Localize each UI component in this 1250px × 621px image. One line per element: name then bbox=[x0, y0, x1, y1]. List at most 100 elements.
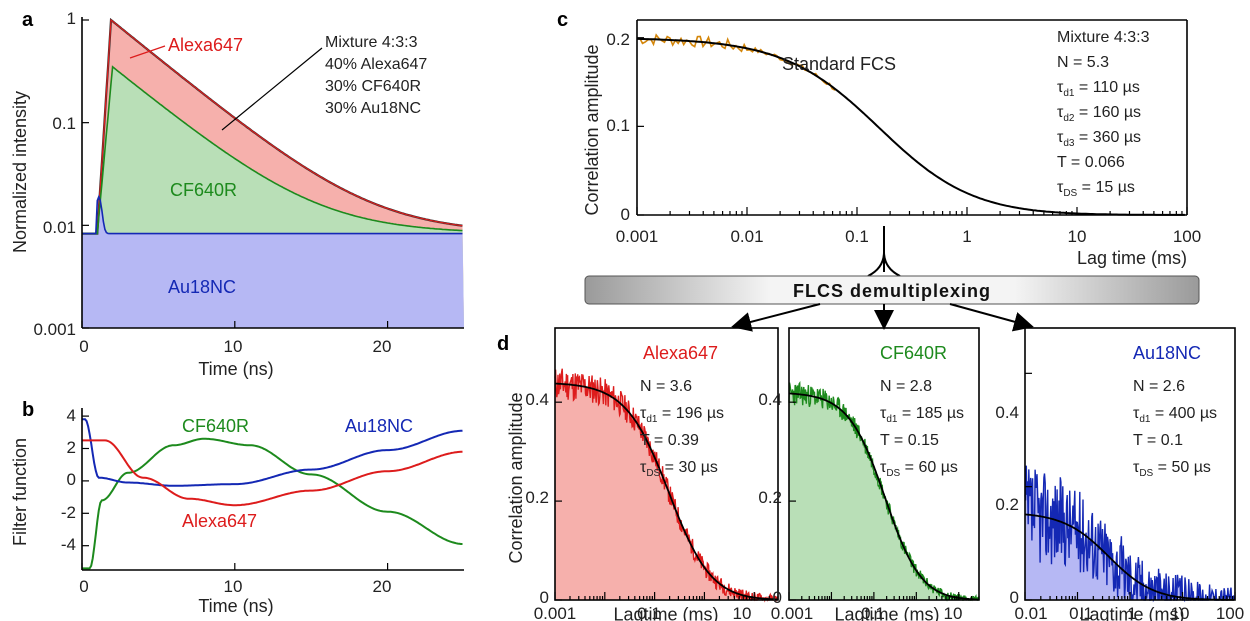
d-alexa647-xlabel: Lagtime (ms) bbox=[613, 605, 718, 621]
d-alexa647-title: Alexa647 bbox=[643, 343, 718, 363]
d-cf640r-param-taud1: τd1 = 185 µs bbox=[880, 405, 964, 425]
d-alexa647-ytick-0.4: 0.4 bbox=[525, 390, 549, 409]
d-au18nc-xtick-100: 100 bbox=[1216, 604, 1244, 621]
d-au18nc-title: Au18NC bbox=[1133, 343, 1201, 363]
panel-c: c 0.2 0.1 0 0.001 0.01 0.1 1 10 100 Lag … bbox=[557, 9, 1201, 268]
d-area-au18nc bbox=[1025, 465, 1235, 600]
d-alexa647-xtick-0.1: 0.1 bbox=[637, 604, 661, 621]
d-fit-line-alexa647 bbox=[554, 382, 778, 601]
d-cf640r-frame bbox=[788, 327, 980, 601]
panel-c-xtick-100: 100 bbox=[1173, 227, 1201, 246]
d-alexa647-data bbox=[554, 368, 779, 603]
panel-a-legend-line3: 30% CF640R bbox=[325, 78, 421, 95]
d-au18nc-ytick-0.2: 0.2 bbox=[995, 495, 1019, 514]
d-cf640r-ytick-0: 0 bbox=[773, 588, 782, 607]
alexa647-line bbox=[82, 18, 463, 235]
d-cf640r-xtick-10: 10 bbox=[944, 604, 963, 621]
panel-c-ticks bbox=[636, 37, 1188, 216]
d-cf640r-xtick-0.001: 0.001 bbox=[771, 604, 814, 621]
panel-a-ytick-0.001: 0.001 bbox=[33, 320, 76, 339]
panel-c-xtick-1: 1 bbox=[962, 227, 971, 246]
panel-c-param-tauds: τDS = 15 µs bbox=[1057, 179, 1135, 199]
panel-c-title: Standard FCS bbox=[782, 54, 896, 74]
d-au18nc-xtick-1: 1 bbox=[1127, 604, 1136, 621]
panel-b-ytick-0: 0 bbox=[67, 470, 76, 489]
d-au18nc-xtick-0.1: 0.1 bbox=[1069, 604, 1093, 621]
d-cf640r-data bbox=[788, 381, 980, 602]
panel-a-ytick-0.01: 0.01 bbox=[43, 218, 76, 237]
panel-b-letter: b bbox=[22, 399, 34, 421]
d-au18nc-ytick-0: 0 bbox=[1010, 588, 1019, 607]
d-cf640r-title: CF640R bbox=[880, 343, 947, 363]
panel-b-ytick-4: 4 bbox=[67, 406, 76, 425]
panel-b: b 4 2 0 -2 -4 0 10 20 Time (ns) Filter f… bbox=[10, 399, 464, 616]
d-fit-line-au18nc bbox=[1024, 513, 1234, 601]
panel-a-mixture-pointer bbox=[221, 47, 323, 131]
panel-a-legend-line4: 30% Au18NC bbox=[325, 100, 421, 117]
panel-b-ytick-m2: -2 bbox=[61, 503, 76, 522]
panel-b-label-alexa647: Alexa647 bbox=[182, 511, 257, 531]
panel-d: d Correlation amplitude 0.4 0.2 0 0.001 … bbox=[497, 327, 1244, 621]
fcs-fit-line bbox=[637, 37, 1185, 216]
d-cf640r-ticks bbox=[788, 401, 980, 601]
panel-a-areas bbox=[82, 20, 464, 329]
panel-a-label-cf640r: CF640R bbox=[170, 180, 237, 200]
d-cf640r-param-t: T = 0.15 bbox=[880, 432, 939, 449]
panel-a-label-au18nc: Au18NC bbox=[168, 277, 236, 297]
d-au18nc-param-tauds: τDS = 50 µs bbox=[1133, 459, 1211, 479]
d-cf640r-ytick-0.4: 0.4 bbox=[758, 390, 782, 409]
d-alexa647-param-n: N = 3.6 bbox=[640, 378, 692, 395]
panel-a-legend-line1: Mixture 4:3:3 bbox=[325, 34, 418, 51]
d-alexa647-param-t: T = 0.39 bbox=[640, 432, 699, 449]
panel-b-ticks bbox=[81, 415, 389, 570]
panel-b-ytick-m4: -4 bbox=[61, 535, 76, 554]
cf640r-line bbox=[82, 65, 463, 235]
demultiplexing-banner: FLCS demultiplexing bbox=[584, 226, 1200, 332]
panel-c-ytick-0: 0 bbox=[621, 205, 630, 224]
arrow-to-au18nc bbox=[949, 303, 1034, 332]
banner-label: FLCS demultiplexing bbox=[793, 281, 991, 301]
panel-a-ytick-1: 1 bbox=[67, 9, 76, 28]
panel-d-ylabel: Correlation amplitude bbox=[506, 392, 526, 563]
d-alexa647-xtick-10: 10 bbox=[733, 604, 752, 621]
panel-a-letter: a bbox=[22, 9, 34, 31]
panel-b-xtick-10: 10 bbox=[224, 577, 243, 596]
panel-c-xtick-10: 10 bbox=[1068, 227, 1087, 246]
panel-c-param-taud1: τd1 = 110 µs bbox=[1057, 79, 1140, 99]
banner-box bbox=[584, 275, 1200, 305]
d-au18nc-xtick-10: 10 bbox=[1171, 604, 1190, 621]
panel-c-data bbox=[636, 33, 1185, 216]
panel-a-ytick-0.1: 0.1 bbox=[52, 114, 76, 133]
panel-b-lines bbox=[82, 418, 463, 570]
panel-b-ytick-2: 2 bbox=[67, 438, 76, 457]
panel-d-letter: d bbox=[497, 333, 509, 355]
panel-a-label-alexa647: Alexa647 bbox=[168, 35, 243, 55]
d-cf640r-xtick-0.1: 0.1 bbox=[861, 604, 885, 621]
panel-a-xtick-0: 0 bbox=[79, 337, 88, 356]
panel-c-param-mixture: Mixture 4:3:3 bbox=[1057, 29, 1150, 46]
panel-c-xlabel: Lag time (ms) bbox=[1077, 248, 1187, 268]
panel-b-xtick-20: 20 bbox=[373, 577, 392, 596]
au18nc-line bbox=[82, 194, 463, 235]
panel-b-xlabel: Time (ns) bbox=[198, 596, 273, 616]
d-data-line-au18nc bbox=[1024, 465, 1236, 603]
panel-a-xtick-10: 10 bbox=[224, 337, 243, 356]
arrow-to-alexa647 bbox=[731, 303, 821, 332]
d-au18nc-ytick-0.4: 0.4 bbox=[995, 403, 1019, 422]
d-alexa647-param-tauds: τDS = 30 µs bbox=[640, 459, 718, 479]
au18nc-area bbox=[82, 196, 464, 328]
d-alexa647-ytick-0.2: 0.2 bbox=[525, 488, 549, 507]
filter-line-au18nc bbox=[82, 418, 463, 487]
panel-a-xlabel: Time (ns) bbox=[198, 359, 273, 379]
d-au18nc-param-taud1: τd1 = 400 µs bbox=[1133, 405, 1217, 425]
d-alexa647-xtick-0.001: 0.001 bbox=[534, 604, 577, 621]
panel-a-ticks bbox=[81, 19, 389, 329]
panel-b-ylabel: Filter function bbox=[10, 438, 30, 546]
panel-d-cf640r: 0.4 0.2 0 0.001 0.1 10 Lagtime (ms) CF64… bbox=[758, 327, 980, 621]
filter-line-alexa647 bbox=[82, 439, 463, 507]
panel-c-xtick-0.1: 0.1 bbox=[845, 227, 869, 246]
d-data-line-alexa647 bbox=[554, 368, 779, 603]
panel-b-xtick-0: 0 bbox=[79, 577, 88, 596]
d-cf640r-param-tauds: τDS = 60 µs bbox=[880, 459, 958, 479]
